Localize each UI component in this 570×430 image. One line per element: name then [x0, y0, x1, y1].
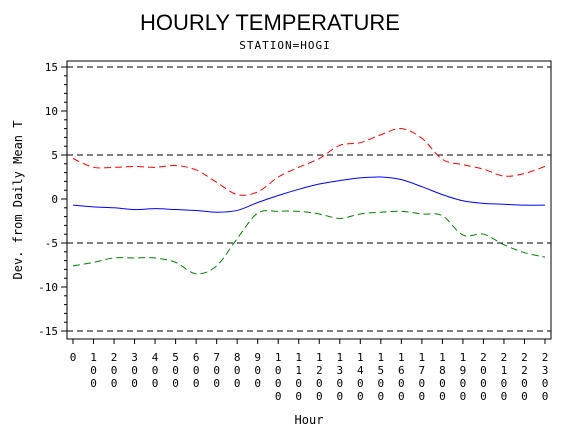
x-axis-label: Hour	[295, 413, 324, 427]
y-tick-label: 15	[45, 61, 58, 74]
y-tick-label: 0	[51, 193, 58, 206]
y-tick-label: -5	[45, 237, 58, 250]
plot-frame	[66, 60, 552, 340]
y-axis: -15 -10 -5 0 5 10 15	[38, 61, 67, 338]
reference-lines	[67, 66, 551, 332]
y-tick-label: 10	[45, 105, 58, 118]
lower-series-line	[72, 210, 546, 275]
chart-title: HOURLY TEMPERATURE	[140, 10, 400, 35]
upper-series-line	[72, 128, 546, 196]
y-axis-label: Dev. from Daily Mean T	[11, 121, 25, 280]
x-axis: 0 1 0 0 2 0 0 3 0 0 4 0 0 5 0 0 6 0 0 7 0 0 8 0 0 9 0 0 1 0 0 0 1 1 0 0 1 2 0 0…	[70, 339, 549, 403]
x-tick-label: 0	[70, 351, 77, 364]
y-tick-label: -15	[38, 325, 58, 338]
series-group	[72, 128, 546, 275]
mean-series-line	[72, 176, 546, 213]
y-tick-label: 5	[51, 149, 58, 162]
chart-subtitle: STATION=HOGI	[239, 39, 330, 52]
y-tick-label: -10	[38, 281, 58, 294]
